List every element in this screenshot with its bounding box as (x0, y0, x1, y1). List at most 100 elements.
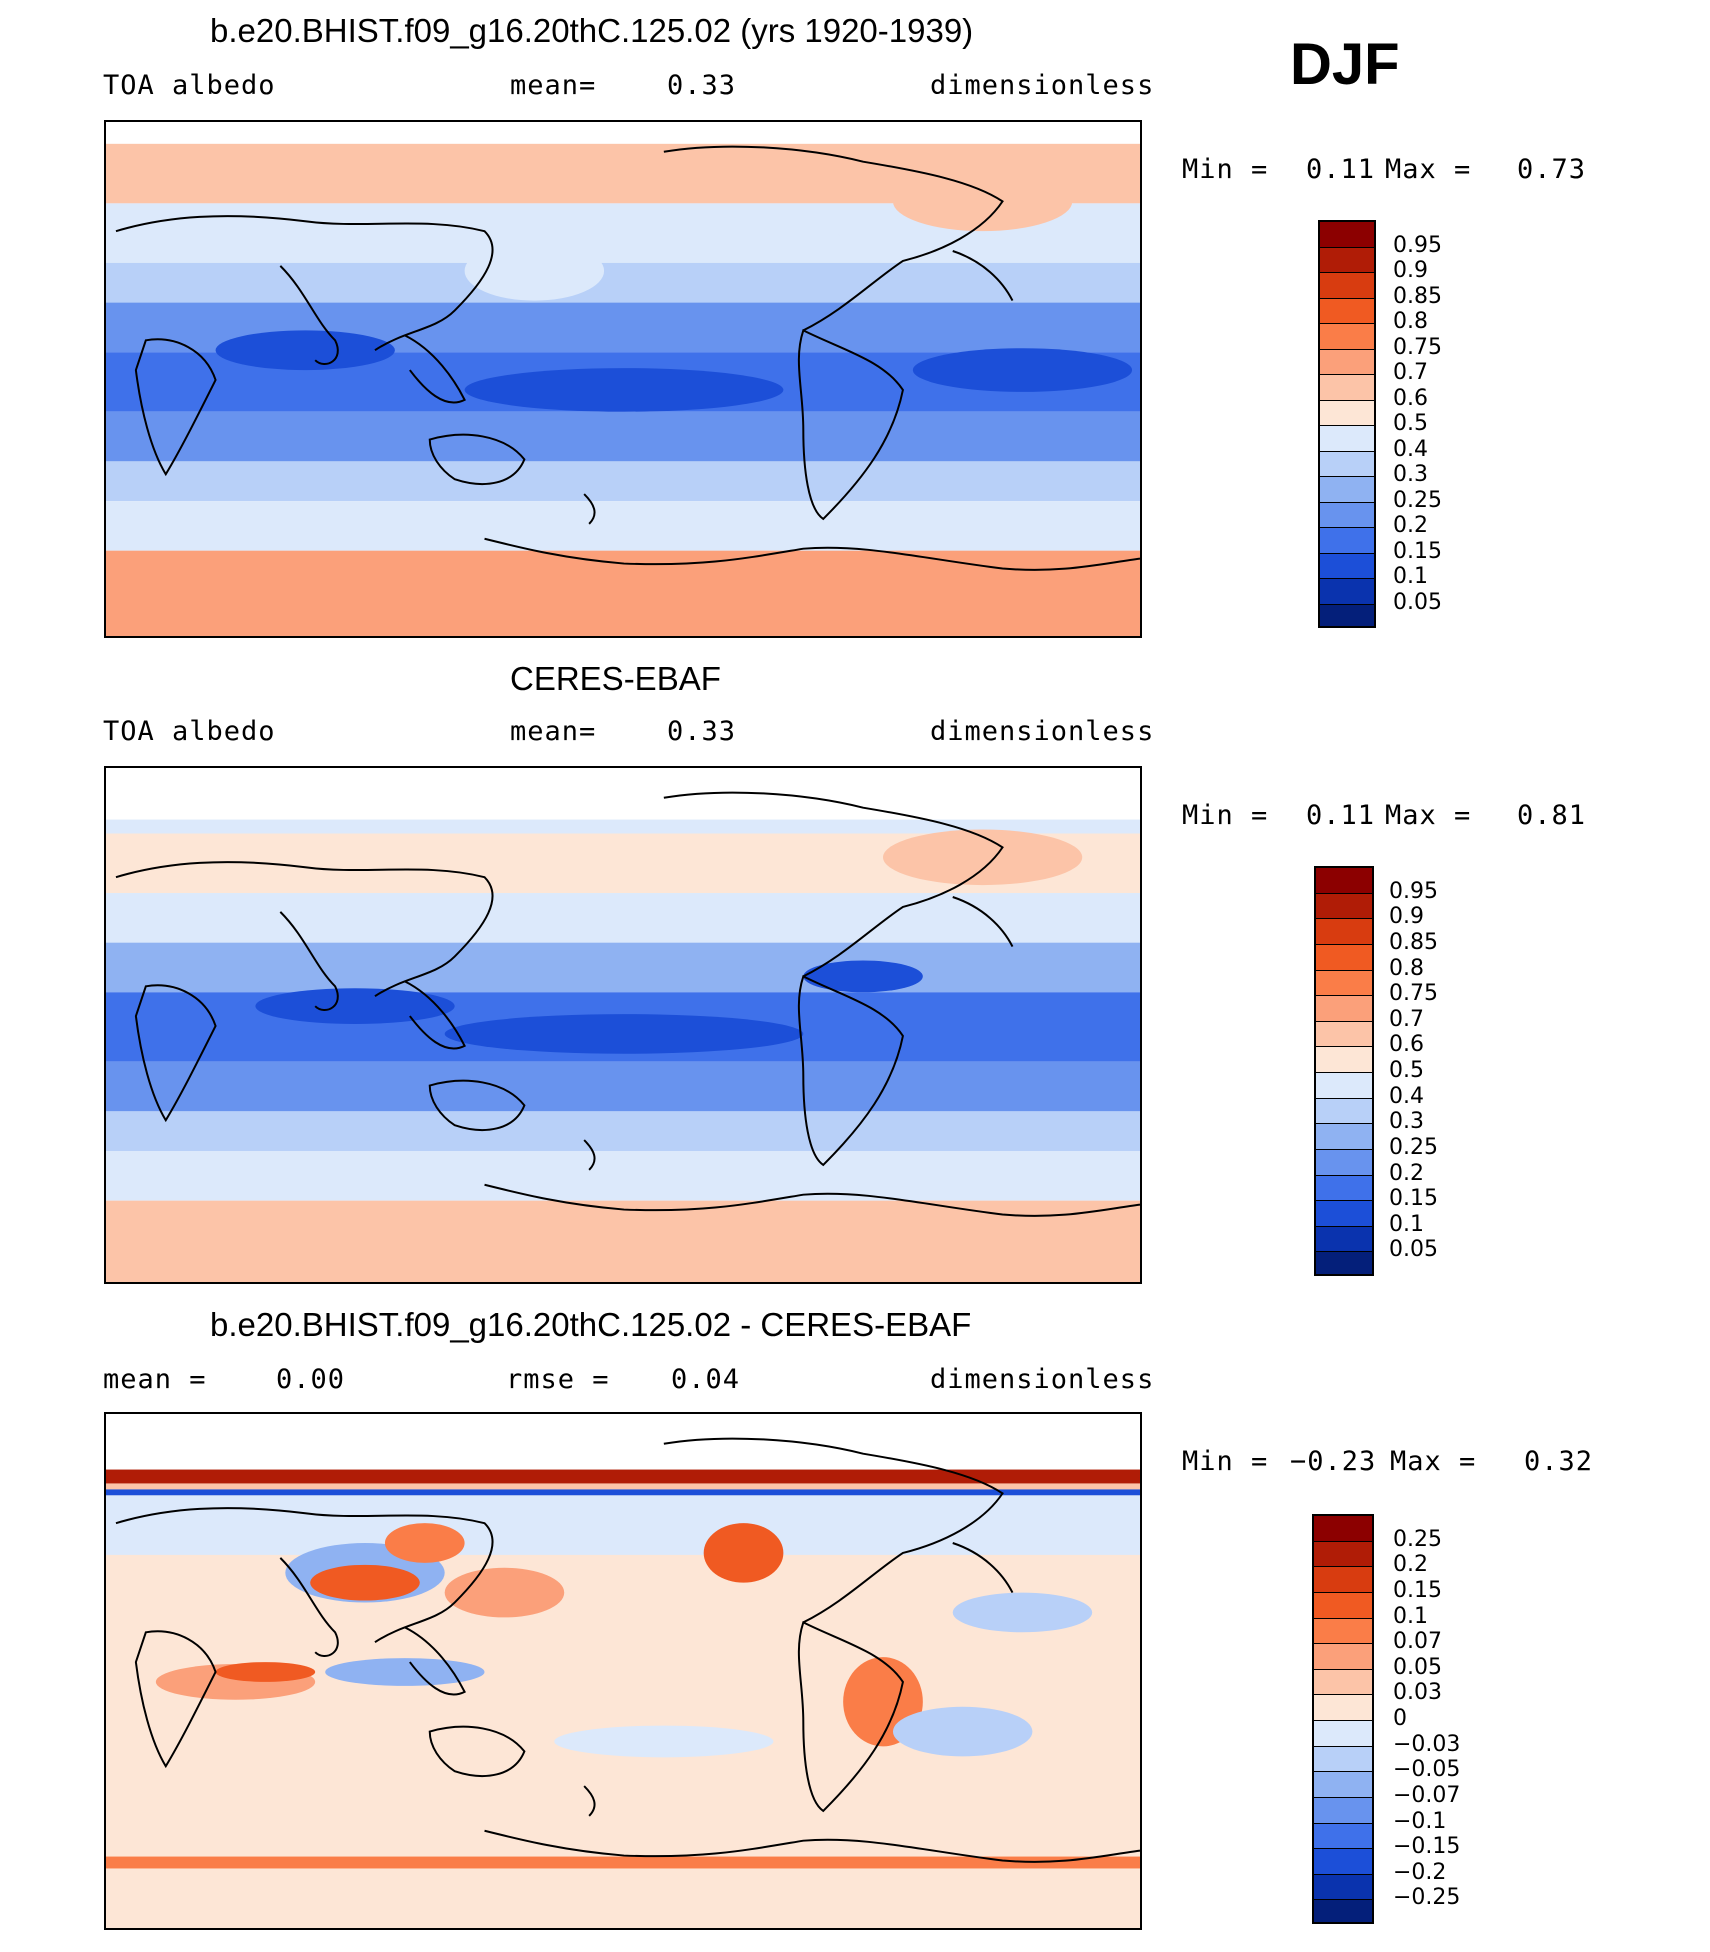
colorbar-level-label: 0.4 (1389, 1083, 1424, 1109)
colorbar-level-label: 0.1 (1389, 1211, 1424, 1237)
colorbar-level-label: 0.75 (1389, 981, 1438, 1007)
colorbar-swatch (1316, 1098, 1372, 1125)
colorbar-level-label: 0.25 (1389, 1134, 1438, 1160)
colorbar-level-label: −0.2 (1393, 1859, 1447, 1885)
panel-3-max-label: Max = (1390, 1446, 1477, 1477)
panel-1-min-value: 0.11 (1306, 154, 1376, 185)
panel-2-max-value: 0.81 (1517, 800, 1587, 831)
colorbar-level-label: 0.05 (1393, 1654, 1442, 1680)
panel-3-min-label: Min = (1182, 1446, 1269, 1477)
season-label: DJF (1290, 32, 1400, 97)
colorbar-swatch (1314, 1644, 1372, 1670)
colorbar-level-label: 0.2 (1393, 1552, 1428, 1578)
panel-3-map (104, 1412, 1142, 1930)
colorbar-swatch (1316, 1073, 1372, 1099)
colorbar-level-label: 0.5 (1389, 1058, 1424, 1083)
colorbar-swatch (1316, 1201, 1372, 1227)
colorbar-level-label: −0.03 (1393, 1731, 1461, 1757)
panel-2-mean-value: 0.33 (667, 716, 737, 747)
colorbar-level-label: 0.03 (1393, 1680, 1442, 1706)
colorbar-level-label: 0.3 (1393, 462, 1428, 487)
colorbar-swatch (1316, 996, 1372, 1022)
colorbar-level-label: 0.05 (1393, 589, 1442, 615)
colorbar-swatch (1320, 502, 1374, 528)
colorbar-level-label: −0.1 (1393, 1808, 1447, 1834)
colorbar-level-label: 0.75 (1393, 334, 1442, 360)
colorbar-swatch (1320, 426, 1374, 452)
colorbar-swatch (1314, 1516, 1372, 1542)
colorbar-level-label: 0.8 (1393, 309, 1428, 334)
panel-3-colorbar (1312, 1514, 1374, 1924)
colorbar-swatch (1320, 604, 1374, 626)
colorbar-swatch (1316, 1047, 1372, 1073)
colorbar-swatch (1320, 477, 1374, 503)
colorbar-swatch (1314, 1695, 1372, 1721)
colorbar-level-label: −0.25 (1393, 1885, 1461, 1911)
colorbar-swatch (1320, 273, 1374, 299)
panel-2-variable-label: TOA albedo (103, 716, 276, 747)
panel-1-max-label: Max = (1385, 154, 1472, 185)
colorbar-swatch (1316, 1124, 1372, 1150)
colorbar-level-label: 0.1 (1393, 564, 1428, 589)
colorbar-level-label: 0.9 (1389, 904, 1424, 930)
colorbar-level-label: 0.6 (1389, 1032, 1424, 1058)
panel-1-mean-label: mean= (510, 70, 597, 101)
panel-1-mean-value: 0.33 (667, 70, 737, 101)
colorbar-level-label: 0.15 (1393, 1577, 1442, 1603)
colorbar-level-label: 0.5 (1393, 411, 1428, 436)
colorbar-swatch (1320, 579, 1374, 605)
panel-3-mean-label: mean = (103, 1364, 207, 1395)
colorbar-swatch (1320, 298, 1374, 324)
colorbar-level-label: 0.07 (1393, 1629, 1442, 1655)
colorbar-swatch (1314, 1900, 1372, 1922)
colorbar-swatch (1314, 1592, 1372, 1619)
colorbar-swatch (1316, 1021, 1372, 1048)
colorbar-swatch (1314, 1874, 1372, 1901)
colorbar-swatch (1316, 868, 1372, 894)
colorbar-level-label: 0.4 (1393, 436, 1428, 462)
colorbar-swatch (1314, 1669, 1372, 1696)
colorbar-level-label: −0.05 (1393, 1757, 1461, 1783)
panel-2-units-label: dimensionless (930, 716, 1155, 747)
colorbar-swatch (1314, 1772, 1372, 1798)
colorbar-swatch (1314, 1746, 1372, 1773)
colorbar-level-label: −0.07 (1393, 1782, 1461, 1808)
colorbar-swatch (1320, 349, 1374, 375)
colorbar-swatch (1320, 451, 1374, 477)
colorbar-level-label: 0.25 (1393, 1526, 1442, 1552)
colorbar-level-label: 0.15 (1389, 1186, 1438, 1212)
panel-3-mean-value: 0.00 (276, 1364, 346, 1395)
colorbar-swatch (1320, 247, 1374, 273)
panel-1-colorbar (1318, 220, 1376, 628)
panel-2-map (104, 766, 1142, 1284)
panel-1-map (104, 120, 1142, 638)
colorbar-level-label: 0.3 (1389, 1109, 1424, 1135)
panel-3-rmse-label: rmse = (506, 1364, 610, 1395)
colorbar-level-label: 0.85 (1389, 929, 1438, 955)
colorbar-level-label: 0.7 (1393, 360, 1428, 385)
colorbar-level-label: −0.15 (1393, 1834, 1461, 1860)
colorbar-level-label: 0.9 (1393, 258, 1428, 283)
colorbar-level-label: 0.6 (1393, 385, 1428, 411)
colorbar-swatch (1316, 1175, 1372, 1202)
colorbar-level-label: 0.85 (1393, 283, 1442, 309)
colorbar-swatch (1320, 222, 1374, 248)
panel-1-title: b.e20.BHIST.f09_g16.20thC.125.02 (yrs 19… (210, 12, 974, 49)
colorbar-level-label: 0.05 (1389, 1237, 1438, 1263)
panel-3-title: b.e20.BHIST.f09_g16.20thC.125.02 - CERES… (210, 1306, 972, 1343)
colorbar-swatch (1320, 400, 1374, 426)
colorbar-swatch (1316, 1252, 1372, 1274)
colorbar-swatch (1314, 1823, 1372, 1850)
panel-2-min-label: Min = (1182, 800, 1269, 831)
colorbar-swatch (1316, 1149, 1372, 1176)
colorbar-level-label: 0.8 (1389, 955, 1424, 981)
colorbar-swatch (1314, 1797, 1372, 1824)
colorbar-swatch (1320, 528, 1374, 554)
panel-2-colorbar (1314, 866, 1374, 1276)
colorbar-swatch (1320, 553, 1374, 579)
panel-2-title: CERES-EBAF (510, 660, 721, 697)
colorbar-swatch (1316, 1226, 1372, 1253)
panel-1-min-label: Min = (1182, 154, 1269, 185)
colorbar-level-label: 0.1 (1393, 1603, 1428, 1629)
panel-2-min-value: 0.11 (1306, 800, 1376, 831)
